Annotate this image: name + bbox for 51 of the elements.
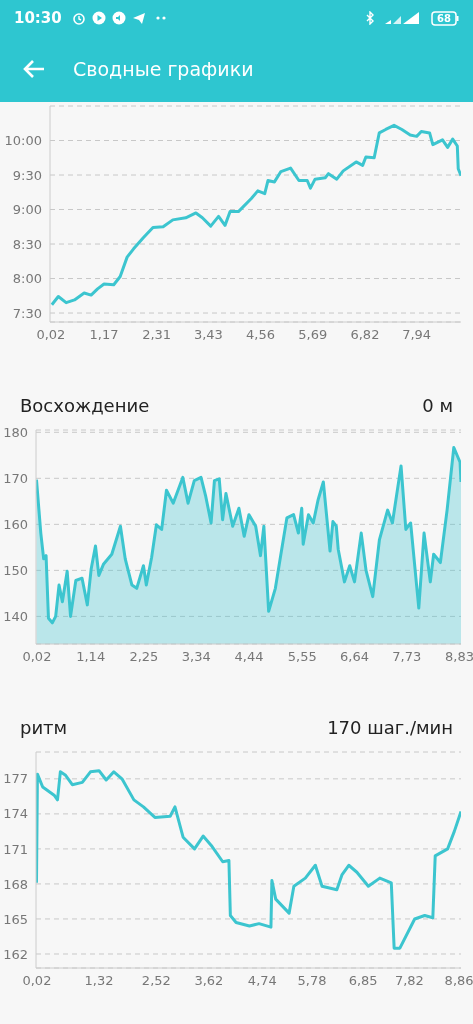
- x-tick-label: 3,43: [193, 327, 223, 343]
- x-tick-label: 6,85: [348, 973, 378, 989]
- x-tick-label: 1,32: [84, 973, 114, 989]
- y-tick-label: 171: [3, 841, 28, 857]
- y-tick-label: 177: [3, 771, 28, 787]
- x-tick-label: 7,82: [394, 973, 424, 989]
- chart-title: ритм: [20, 717, 68, 738]
- x-tick-label: 4,56: [246, 327, 276, 343]
- y-tick-label: 10:00: [4, 133, 42, 149]
- y-tick-label: 9:30: [12, 167, 42, 183]
- x-tick-label: 6,64: [340, 649, 369, 665]
- y-tick-label: 160: [3, 516, 28, 532]
- x-tick-label: 0,02: [36, 327, 66, 343]
- y-tick-label: 174: [3, 806, 28, 822]
- x-tick-label: 2,25: [129, 649, 159, 665]
- x-tick-label: 5,78: [297, 973, 327, 989]
- chart-subtitle: 170 шаг./мин: [327, 717, 453, 738]
- line-series: [50, 123, 461, 307]
- x-tick-label: 7,73: [392, 649, 422, 665]
- y-tick-label: 170: [3, 470, 28, 486]
- y-tick-label: 8:30: [12, 236, 42, 252]
- chart-subtitle: 0 м: [422, 395, 453, 416]
- chart-title: Восхождение: [20, 395, 150, 416]
- x-tick-label: 3,62: [194, 973, 224, 989]
- x-tick-label: 4,74: [247, 973, 277, 989]
- line-series: [36, 769, 461, 950]
- x-tick-label: 5,55: [287, 649, 317, 665]
- x-tick-label: 5,69: [298, 327, 328, 343]
- x-tick-label: 1,14: [76, 649, 106, 665]
- x-tick-label: 3,34: [181, 649, 211, 665]
- y-tick-label: 162: [3, 946, 28, 962]
- x-tick-label: 0,02: [22, 973, 52, 989]
- y-tick-label: 150: [3, 562, 28, 578]
- x-tick-label: 8,86: [444, 973, 473, 989]
- x-tick-label: 2,31: [142, 327, 172, 343]
- y-tick-label: 9:00: [12, 202, 42, 218]
- text: 10:30: [14, 9, 62, 27]
- x-tick-label: 4,44: [234, 649, 264, 665]
- y-tick-label: 7:30: [12, 305, 42, 321]
- y-tick-label: 140: [3, 609, 28, 624]
- y-tick-label: 8:00: [12, 271, 42, 287]
- y-tick-label: 165: [3, 911, 28, 927]
- x-tick-label: 0,02: [22, 649, 52, 665]
- y-tick-label: 180: [3, 424, 28, 440]
- x-tick-label: 6,82: [350, 327, 380, 343]
- x-tick-label: 7,94: [402, 327, 432, 343]
- y-tick-label: 168: [3, 876, 28, 892]
- x-tick-label: 1,17: [89, 327, 119, 343]
- x-tick-label: 2,52: [141, 973, 171, 989]
- x-tick-label: 8,83: [445, 649, 473, 665]
- chart-title: Сводные графики: [73, 58, 254, 80]
